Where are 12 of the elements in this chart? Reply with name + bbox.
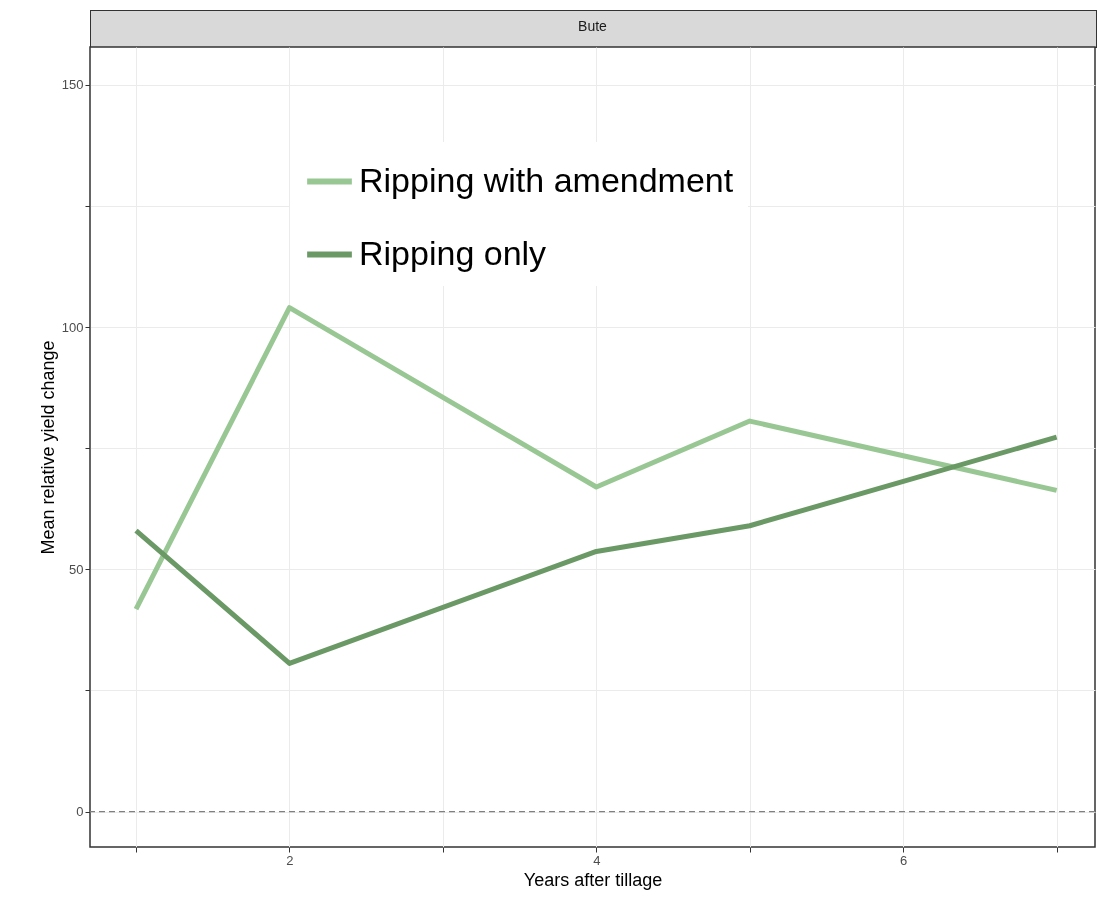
y-tick-label: 100 [61,319,84,335]
x-tick-label: 2 [286,852,294,868]
x-axis-title: Years after tillage [523,869,663,890]
chart-title: Bute [578,18,608,34]
y-axis-title: Mean relative yield change [37,340,58,555]
y-tick-label: 50 [69,561,84,577]
legend-label: Ripping only [359,233,547,272]
y-tick-label: 150 [61,77,84,93]
y-tick-label: 0 [76,804,84,820]
x-tick-label: 4 [593,852,601,868]
legend-label: Ripping with amendment [359,160,734,199]
x-tick-label: 6 [900,852,908,868]
